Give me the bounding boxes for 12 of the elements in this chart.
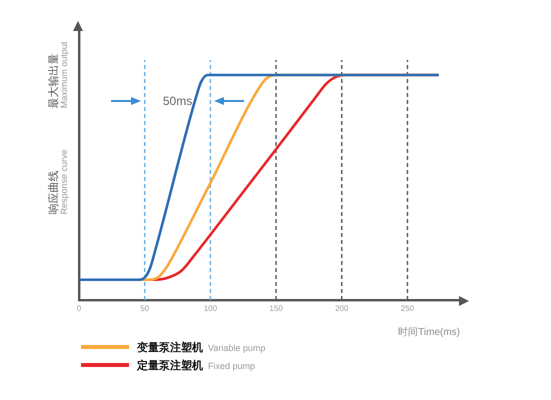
x-tick-label: 200 — [335, 304, 349, 314]
legend-label: 定量泵注塑机 Fixed pump — [137, 360, 256, 372]
x-tick-label: 150 — [269, 304, 284, 314]
x-tick-label: 100 — [204, 304, 218, 314]
annotation: 50ms — [162, 94, 192, 108]
x-axis-title: 时间Time(ms) — [398, 326, 460, 339]
legend-label: 变量泵注塑机 Variable pump — [137, 342, 266, 354]
text: 最大输出量 Maximum output — [48, 42, 70, 108]
x-tick-label: 50 — [140, 304, 150, 314]
y-axis-title: 响应曲线 Response curve — [48, 149, 70, 215]
x-tick-label: 250 — [400, 304, 415, 314]
x-tick-label: 0 — [76, 304, 82, 314]
